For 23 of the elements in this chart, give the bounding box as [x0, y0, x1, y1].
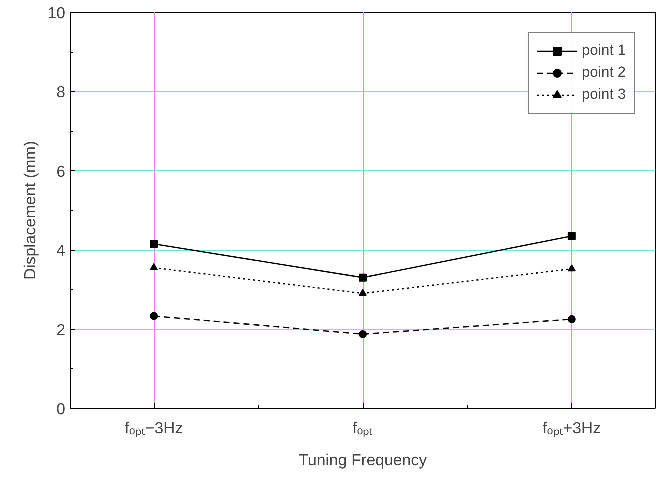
x-tick-label: fₒₚₜ [352, 420, 374, 438]
point [568, 315, 576, 324]
point [568, 264, 576, 272]
point [568, 232, 576, 240]
x-tick-label: fₒₚₜ−3Hz [124, 420, 184, 438]
legend-label: point 1 [582, 43, 626, 59]
x-tick-label: fₒₚₜ+3Hz [542, 420, 602, 438]
point [150, 312, 158, 320]
y-axis-title: Displacement (mm) [22, 141, 40, 280]
point [359, 274, 367, 282]
x-axis-title: Tuning Frequency [298, 452, 428, 470]
y-tick-label: 2 [56, 322, 66, 340]
y-tick-label: 4 [56, 243, 66, 260]
y-tick-label: 8 [56, 84, 66, 102]
point [150, 240, 158, 248]
point [359, 289, 367, 296]
point [150, 263, 158, 270]
legend-label: point 2 [582, 65, 626, 81]
legend-label: point 3 [582, 87, 626, 103]
y-tick-label: 10 [48, 6, 66, 22]
y-tick-label: 0 [56, 402, 66, 418]
point [359, 330, 367, 338]
y-tick-label: 6 [56, 164, 66, 181]
